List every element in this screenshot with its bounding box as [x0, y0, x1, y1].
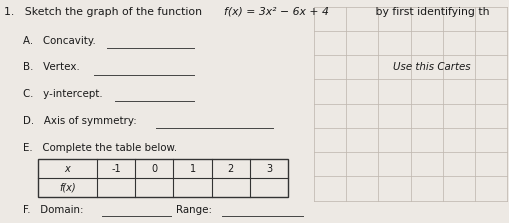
Text: 3: 3 [265, 164, 272, 174]
Text: E.   Complete the table below.: E. Complete the table below. [23, 143, 177, 153]
Text: Range:: Range: [176, 205, 212, 215]
Text: Use this Cartes: Use this Cartes [392, 62, 469, 72]
Bar [38, 159, 288, 197]
Text: 0: 0 [151, 164, 157, 174]
Text: B.   Vertex.: B. Vertex. [23, 62, 79, 72]
Text: x: x [65, 164, 70, 174]
Text: 1: 1 [189, 164, 195, 174]
Text: by first identifying th: by first identifying th [372, 7, 489, 17]
Text: f(x) = 3x² − 6x + 4: f(x) = 3x² − 6x + 4 [224, 7, 329, 17]
Text: A.   Concavity.: A. Concavity. [23, 36, 96, 46]
Text: 2: 2 [227, 164, 234, 174]
Text: F.   Domain:: F. Domain: [23, 205, 83, 215]
Text: 1.   Sketch the graph of the function: 1. Sketch the graph of the function [4, 7, 205, 17]
Text: f(x): f(x) [59, 183, 76, 193]
Text: D.   Axis of symmetry:: D. Axis of symmetry: [23, 116, 136, 126]
Text: -1: -1 [111, 164, 121, 174]
Text: C.   y-intercept.: C. y-intercept. [23, 89, 102, 99]
